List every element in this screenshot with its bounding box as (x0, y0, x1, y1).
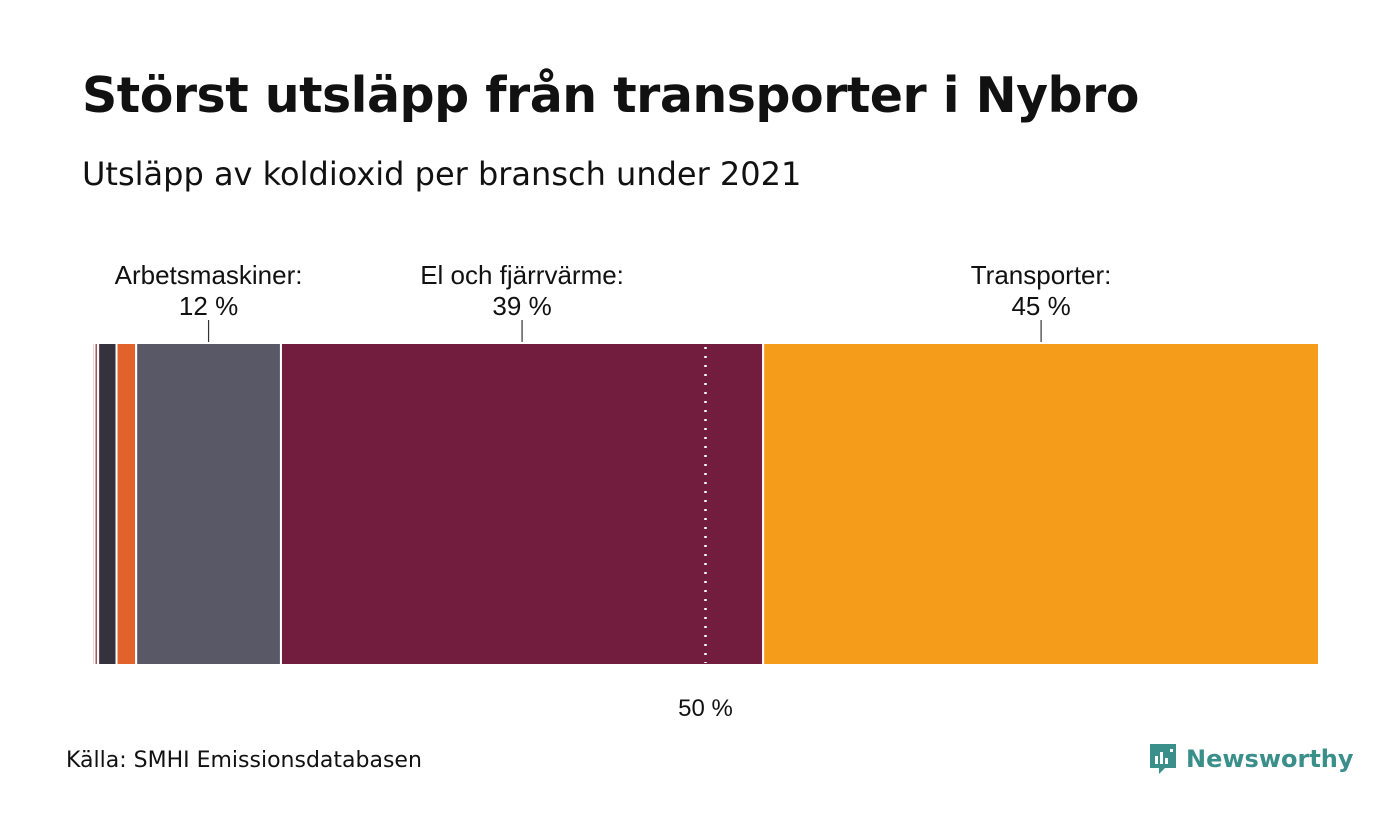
source-note: Källa: SMHI Emissionsdatabasen (66, 748, 422, 773)
chart-subtitle: Utsläpp av koldioxid per bransch under 2… (82, 155, 802, 193)
segment-label-value-arbetsmaskiner: 12 % (179, 291, 238, 321)
newsworthy-logo-icon (1150, 744, 1176, 774)
chart-title: Störst utsläpp från transporter i Nybro (82, 67, 1139, 124)
reference-line-label: 50 % (678, 695, 733, 722)
bar-segment-el-och-fjärrvärme (279, 342, 765, 666)
bar-segment-övrigt-4 (115, 342, 138, 666)
brand-logo: Newsworthy (1148, 742, 1354, 776)
segment-label-name-transporter: Transporter: (971, 260, 1112, 290)
brand-name: Newsworthy (1186, 745, 1354, 773)
segment-label-value-transporter: 45 % (1011, 291, 1070, 321)
segment-label-name-arbetsmaskiner: Arbetsmaskiner: (115, 260, 303, 290)
bar-segment-arbetsmaskiner (135, 342, 282, 666)
bar-segment-övrigt-3 (97, 342, 118, 666)
bar-segment-transporter (762, 342, 1320, 666)
segment-label-value-el-och-fjärrvärme: 39 % (492, 291, 551, 321)
segment-label-name-el-och-fjärrvärme: El och fjärrvärme: (420, 260, 624, 290)
